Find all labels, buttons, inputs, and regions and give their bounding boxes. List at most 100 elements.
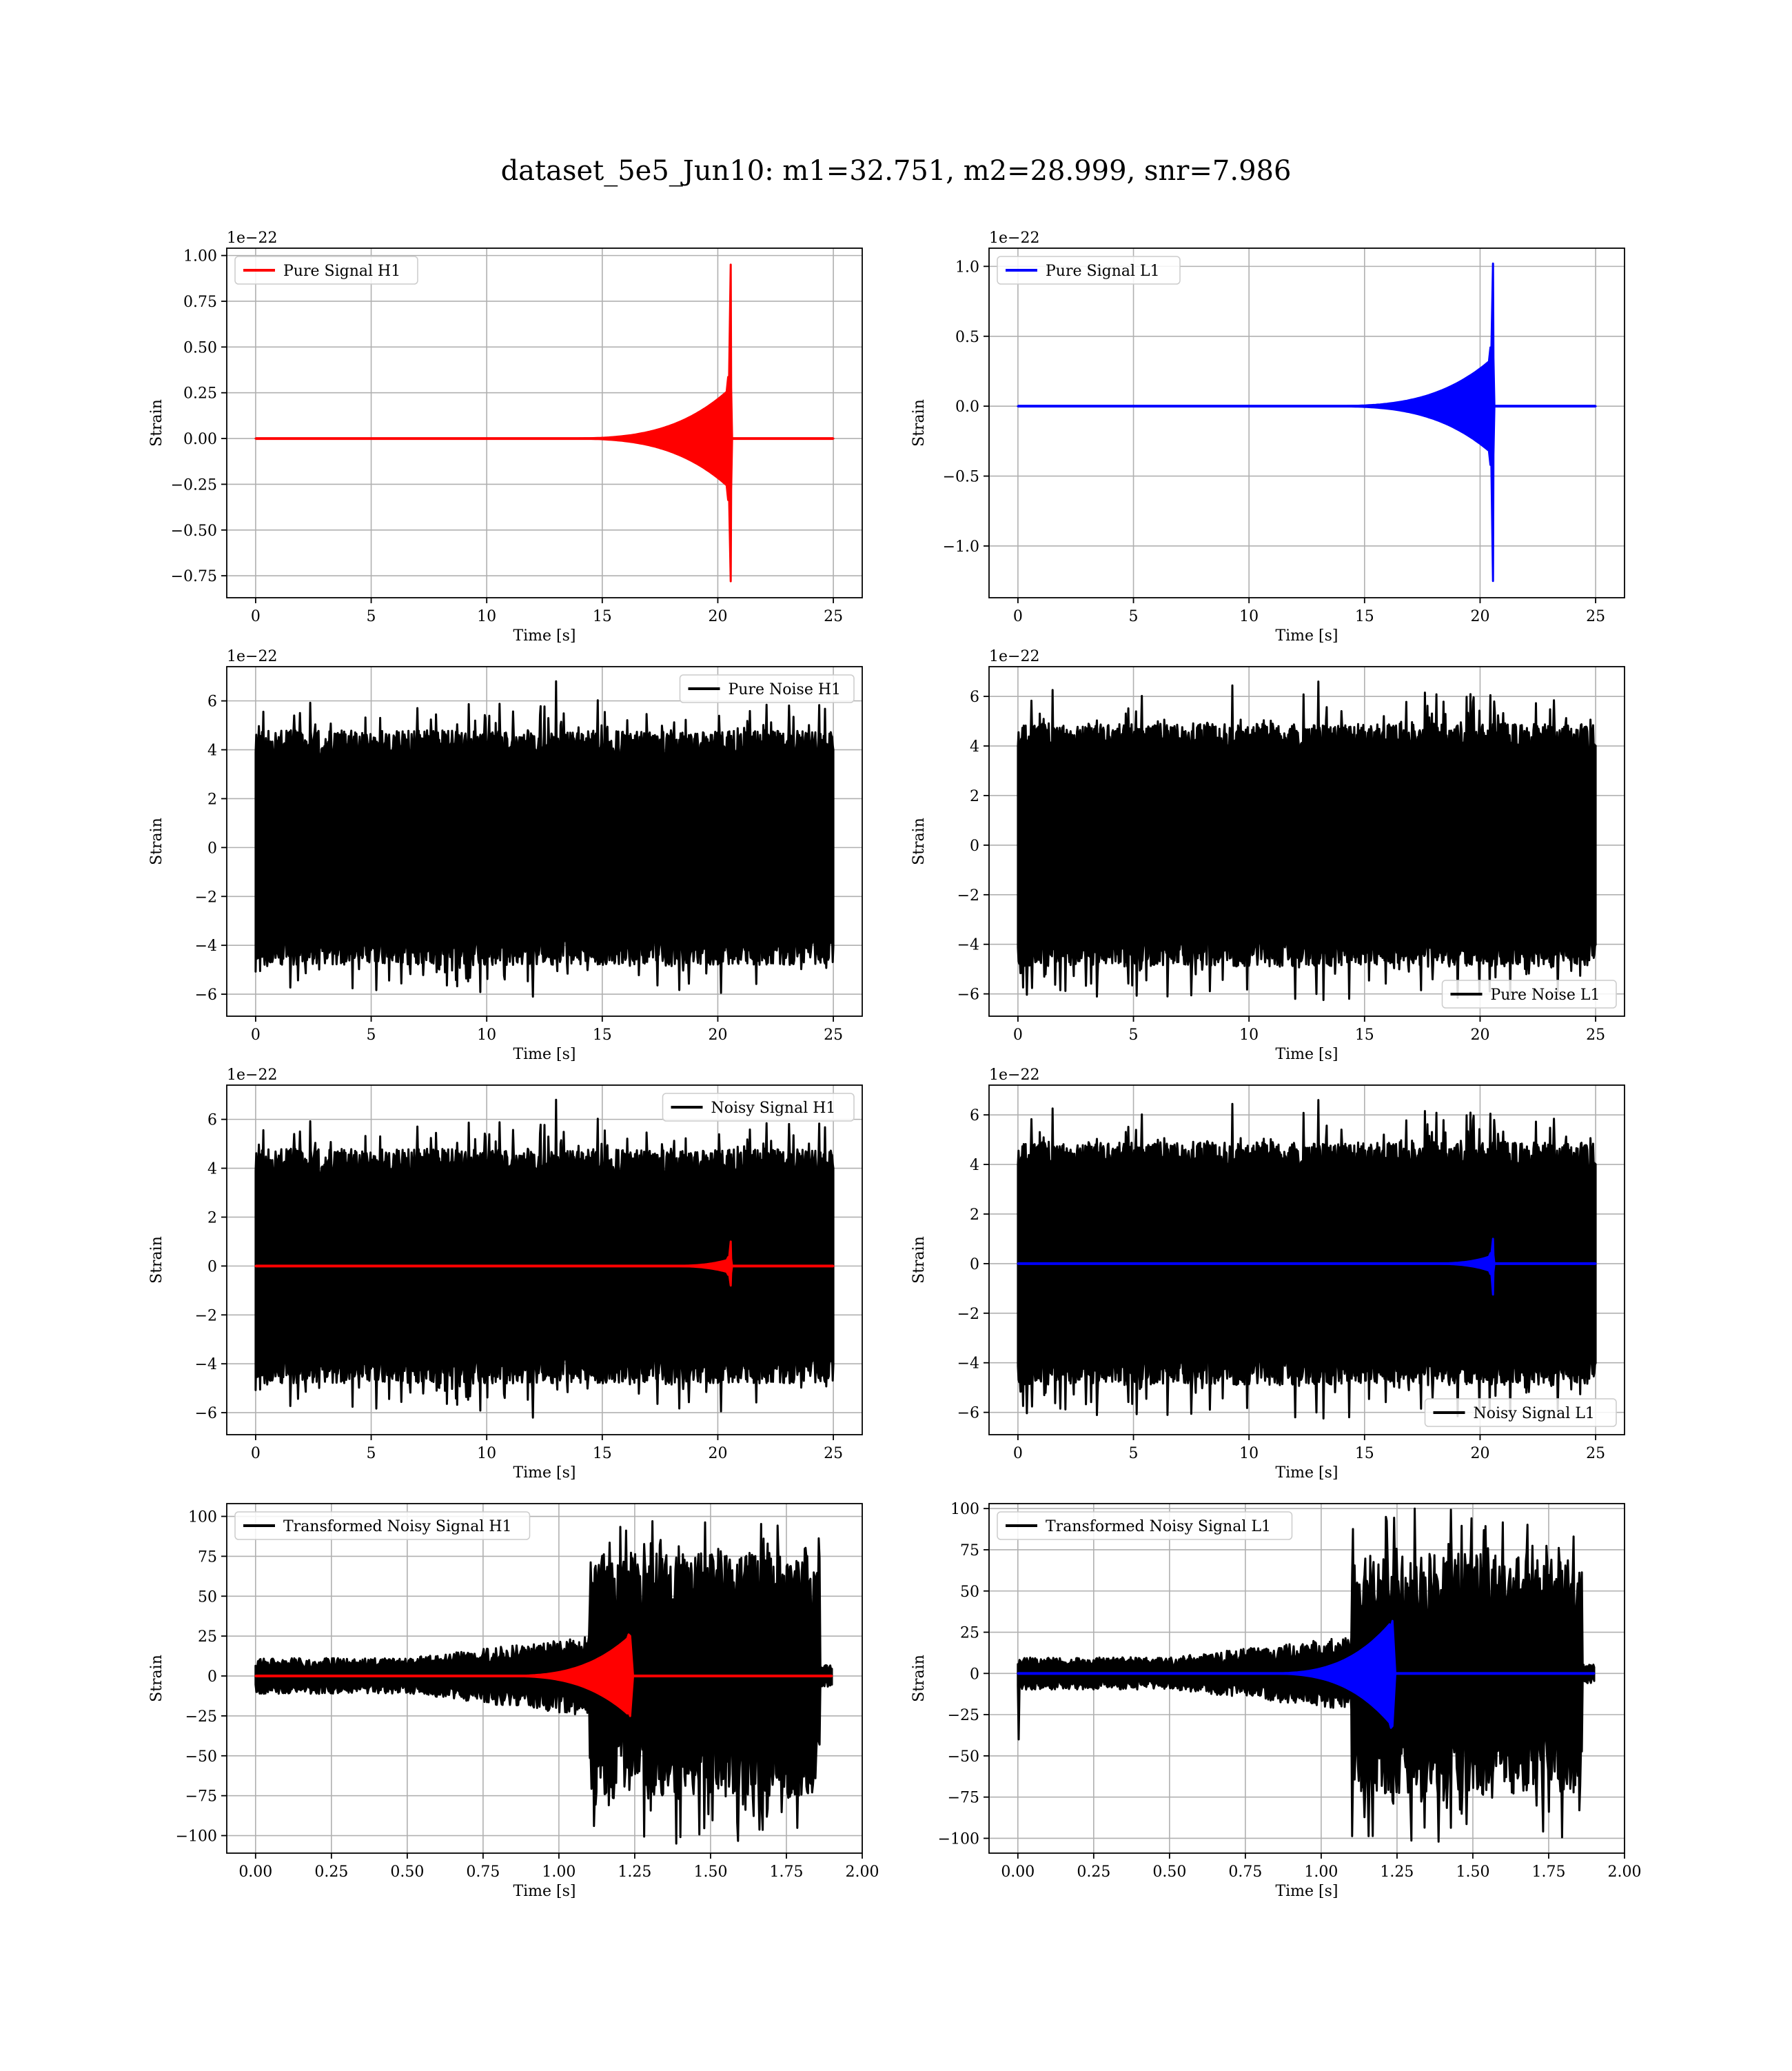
series-group (254, 680, 835, 998)
series-group (254, 1520, 833, 1845)
tick-marks: 0 5 10 15 20 25 −6 −4 −2 0 2 4 6 (195, 694, 844, 1044)
x-tick-label: 1.25 (1380, 1863, 1414, 1881)
y-axis-label: Strain (148, 1655, 165, 1702)
y-tick-label: 2 (970, 788, 979, 805)
x-tick-label: 25 (824, 1445, 843, 1462)
x-tick-label: 25 (1586, 608, 1605, 625)
y-tick-label: 25 (198, 1628, 217, 1646)
y-tick-label: 0 (970, 1256, 979, 1273)
x-tick-label: 0 (1013, 1027, 1023, 1044)
series-pure-signal-l1 (1017, 262, 1597, 583)
y-tick-label: 1.00 (183, 248, 217, 265)
y-tick-label: −6 (957, 1405, 979, 1422)
y-tick-label: −6 (195, 987, 217, 1004)
x-tick-label: 10 (477, 1027, 496, 1044)
x-tick-label: 20 (1470, 1027, 1489, 1044)
axes-frame (988, 666, 1625, 1017)
y-tick-label: −0.5 (943, 469, 979, 486)
x-tick-label: 1.00 (1304, 1863, 1338, 1881)
y-axis-label: Strain (910, 1655, 928, 1702)
x-tick-label: 0.50 (390, 1863, 424, 1881)
legend-box (662, 1093, 855, 1122)
y-tick-label: −4 (957, 937, 979, 954)
y-tick-label: −50 (185, 1748, 217, 1766)
x-tick-label: 0 (251, 1445, 261, 1462)
y-tick-label: 6 (970, 1107, 979, 1124)
x-tick-label: 1.75 (1531, 1863, 1565, 1881)
y-tick-label: 0 (207, 1668, 217, 1686)
legend: Pure Signal H1 (234, 256, 418, 285)
x-tick-label: 25 (824, 608, 843, 625)
y-axis-label: Strain (910, 399, 928, 447)
offset-text: 1e−22 (989, 230, 1039, 247)
x-tick-label: 20 (1470, 1445, 1489, 1462)
x-tick-label: 20 (1470, 608, 1489, 625)
y-tick-label: −50 (948, 1748, 979, 1766)
series-group (1017, 1099, 1597, 1420)
y-tick-label: 0 (970, 838, 979, 855)
x-tick-label: 2.00 (1608, 1863, 1642, 1881)
tick-marks: 0.00 0.25 0.50 0.75 1.00 1.25 1.50 1.75 2.00 −100… (938, 1501, 1642, 1881)
legend: Transformed Noisy Signal H1 (234, 1511, 531, 1540)
y-axis-label: Strain (148, 818, 165, 865)
x-tick-label: 25 (1586, 1027, 1605, 1044)
x-tick-label: 20 (708, 608, 727, 625)
x-axis-label: Time [s] (1275, 1046, 1338, 1063)
y-tick-label: 0.5 (955, 329, 979, 346)
legend-label: Pure Noise L1 (1491, 987, 1600, 1004)
y-tick-label: −2 (195, 1307, 217, 1324)
y-tick-label: 0.00 (183, 431, 217, 448)
x-tick-label: 0.00 (1001, 1863, 1035, 1881)
x-tick-label: 5 (1129, 608, 1139, 625)
y-tick-label: 4 (207, 1161, 217, 1178)
x-tick-label: 1.00 (542, 1863, 576, 1881)
x-tick-label: 0.50 (1152, 1863, 1186, 1881)
x-tick-label: 0 (1013, 1445, 1023, 1462)
subplot-7: 0.00 0.25 0.50 0.75 1.00 1.25 1.50 1.75 2.00 −100… (148, 1503, 879, 1900)
series-group (1017, 680, 1597, 1001)
y-tick-label: 50 (960, 1584, 979, 1601)
tick-marks: 0.00 0.25 0.50 0.75 1.00 1.25 1.50 1.75 2.00 −100… (176, 1509, 879, 1881)
y-tick-label: 4 (970, 738, 979, 756)
x-tick-label: 0 (1013, 608, 1023, 625)
tick-marks: 0 5 10 15 20 25 −1.0 −0.5 0.0 0.5 1.0 (943, 259, 1606, 625)
y-tick-label: −0.25 (171, 476, 217, 494)
y-tick-label: −2 (957, 887, 979, 905)
y-tick-label: 4 (207, 742, 217, 760)
axes-frame (226, 247, 863, 598)
subplot-4: 0 5 10 15 20 25 −6 −4 −2 0 2 4 6 Time [s] Strain 1e−22 P… (910, 648, 1625, 1063)
subplot-6: 0 5 10 15 20 25 −6 −4 −2 0 2 4 6 Time [s] Strain 1e−22 N… (910, 1067, 1625, 1482)
y-tick-label: 100 (950, 1501, 979, 1518)
legend-label: Transformed Noisy Signal H1 (283, 1518, 512, 1535)
y-axis-label: Strain (910, 818, 928, 865)
y-tick-label: 6 (970, 689, 979, 706)
x-tick-label: 0.75 (466, 1863, 500, 1881)
x-axis-label: Time [s] (1275, 1464, 1338, 1482)
series-group (254, 1098, 835, 1419)
axes-frame (226, 666, 863, 1017)
y-tick-label: −4 (195, 938, 217, 955)
legend-box (679, 674, 855, 703)
x-tick-label: 5 (1129, 1027, 1139, 1044)
x-tick-label: 10 (477, 1445, 496, 1462)
x-tick-label: 0.00 (238, 1863, 272, 1881)
x-tick-label: 5 (367, 608, 376, 625)
legend-label: Transformed Noisy Signal L1 (1046, 1518, 1271, 1535)
x-tick-label: 2.00 (846, 1863, 879, 1881)
y-tick-label: −75 (185, 1788, 217, 1806)
x-tick-label: 5 (1129, 1445, 1139, 1462)
axes-frame (226, 1084, 863, 1435)
y-tick-label: −0.75 (171, 568, 217, 585)
x-tick-label: 0 (251, 608, 261, 625)
legend: Pure Signal L1 (997, 256, 1181, 285)
legend-label: Pure Noise H1 (729, 681, 842, 698)
series-noisy-signal-h1 (254, 1098, 835, 1419)
series-pure-noise-h1 (254, 680, 835, 998)
x-tick-label: 15 (593, 1027, 612, 1044)
x-tick-label: 5 (367, 1027, 376, 1044)
x-axis-label: Time [s] (513, 1046, 576, 1063)
offset-text: 1e−22 (227, 230, 277, 247)
subplot-2: 0 5 10 15 20 25 −1.0 −0.5 0.0 0.5 1.0 Time [s] Strai… (910, 230, 1625, 645)
y-tick-label: −100 (938, 1830, 979, 1848)
